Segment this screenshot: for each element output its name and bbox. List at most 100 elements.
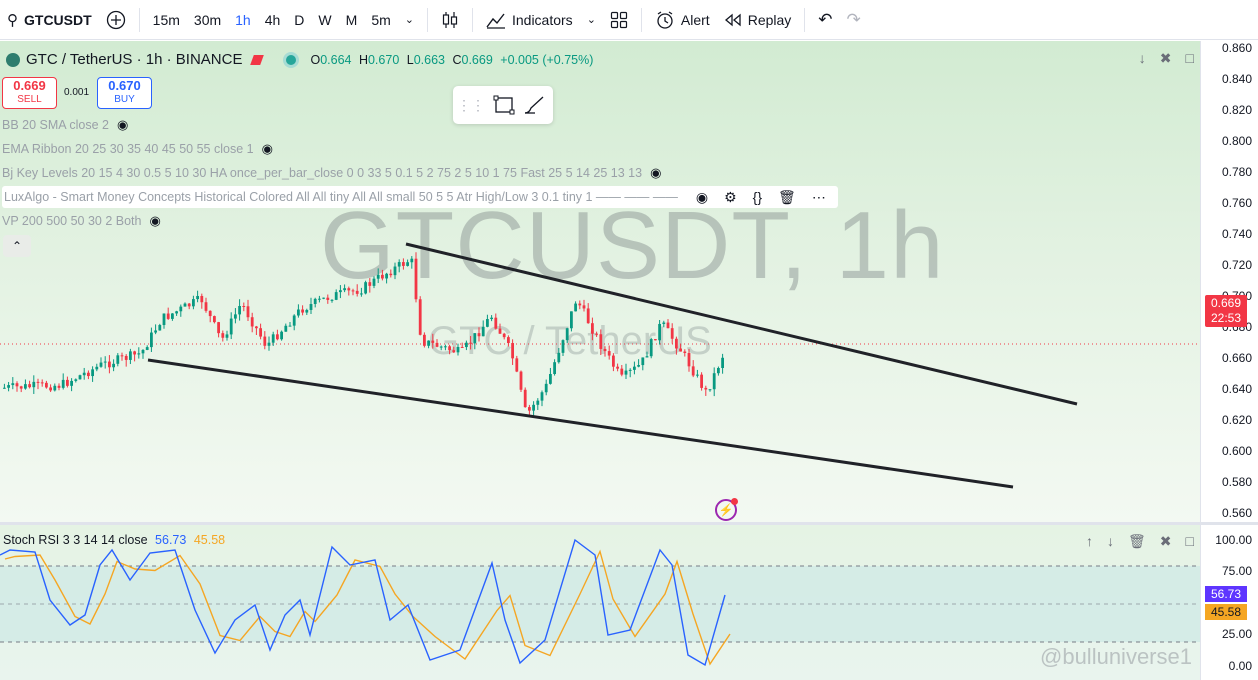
chart-type-button[interactable]: [434, 0, 466, 40]
candle-body: [141, 349, 145, 354]
stoch-label[interactable]: Stoch RSI: [3, 533, 60, 547]
candle-body: [326, 297, 330, 300]
indicators-dropdown[interactable]: ⌄: [580, 0, 603, 40]
indicator-key-levels[interactable]: Bj Key Levels 20 15 4 30 0.5 5 10 30 HA …: [2, 162, 665, 184]
stoch-rsi-chart[interactable]: [0, 525, 1200, 680]
stoch-rsi-pane[interactable]: Stoch RSI 3 3 14 14 close 56.73 45.58 ↑ …: [0, 525, 1200, 680]
redo-icon: ↷: [846, 9, 861, 29]
interval-30m[interactable]: 30m: [193, 11, 222, 28]
layouts-button[interactable]: [603, 0, 635, 40]
interval-4h[interactable]: 4h: [264, 11, 281, 28]
collapse-icon[interactable]: ✖: [1159, 533, 1172, 549]
stoch-d-line: [4, 549, 731, 666]
candle-body: [414, 258, 418, 300]
main-chart-pane[interactable]: GTCUSDT, 1h GTC / TetherUS GTC / TetherU…: [0, 41, 1200, 522]
drag-handle-icon[interactable]: ⋮⋮: [457, 96, 485, 113]
collapse-legend-button[interactable]: ⌃: [3, 235, 31, 257]
candle-body: [204, 302, 208, 311]
close-value: 0.669: [461, 52, 493, 67]
sell-button[interactable]: 0.669 SELL: [2, 77, 57, 109]
replay-button[interactable]: Replay: [717, 0, 799, 40]
rewind-icon: [724, 13, 741, 26]
candle-body: [187, 303, 191, 307]
arrow-down-icon[interactable]: ↓: [1107, 533, 1115, 549]
interval-5m[interactable]: 5m: [371, 11, 391, 28]
compare-button[interactable]: [99, 0, 133, 40]
stoch-tick: 0.00: [1228, 659, 1252, 673]
candle-body: [28, 384, 31, 388]
candle-body: [708, 389, 712, 391]
stoch-pane-controls: ↑ ↓ 🗑 ✖ □: [1072, 533, 1194, 550]
settings-icon[interactable]: ⚙: [724, 188, 737, 205]
candle-body: [595, 333, 598, 335]
flag-icon[interactable]: [250, 54, 265, 65]
interval-w[interactable]: W: [318, 11, 332, 28]
current-price-tag: 0.669 22:53: [1205, 295, 1247, 327]
candle-body: [267, 342, 271, 346]
candle-body: [175, 311, 178, 314]
lightning-icon[interactable]: ⚡: [715, 498, 738, 521]
alert-button[interactable]: Alert: [648, 0, 717, 40]
candle-body: [120, 355, 124, 357]
eye-off-icon[interactable]: ◉: [117, 117, 129, 132]
change-value: +0.005 (+0.75%): [500, 52, 594, 67]
pane-separator[interactable]: [0, 522, 1258, 525]
interval-d[interactable]: D: [294, 11, 305, 28]
divider: [138, 7, 140, 32]
source-code-icon[interactable]: {}: [752, 189, 763, 205]
maximize-icon[interactable]: □: [1185, 533, 1194, 549]
trendline-upper[interactable]: [405, 242, 1078, 406]
candle-body: [166, 313, 170, 319]
divider: [426, 7, 428, 32]
candle-body: [654, 339, 657, 341]
candle-body: [343, 288, 346, 291]
eye-off-icon[interactable]: ◉: [261, 141, 273, 156]
trash-icon[interactable]: 🗑: [778, 188, 796, 205]
eye-off-icon[interactable]: ◉: [650, 165, 662, 180]
maximize-icon[interactable]: □: [1185, 50, 1194, 66]
stoch-axis[interactable]: 100.00 75.00 25.00 0.00: [1200, 525, 1258, 680]
collapse-icon[interactable]: ✖: [1159, 50, 1172, 66]
candle-body: [649, 339, 653, 357]
indicator-bb[interactable]: BB 20 SMA close 2 ◉: [2, 114, 132, 136]
rectangle-icon[interactable]: [493, 95, 515, 115]
brush-icon[interactable]: [523, 95, 549, 115]
redo-button[interactable]: ↷: [840, 0, 868, 40]
undo-button[interactable]: ↶: [811, 0, 839, 40]
eye-off-icon[interactable]: ◉: [695, 188, 709, 205]
indicators-button[interactable]: Indicators: [479, 0, 580, 40]
chevron-down-icon: ⌄: [404, 14, 414, 26]
interval-dropdown[interactable]: ⌄: [398, 0, 421, 40]
candle-body: [284, 325, 288, 332]
candle-body: [145, 347, 149, 350]
bar-countdown: 22:53: [1210, 311, 1242, 325]
price-chart[interactable]: [0, 41, 1200, 522]
indicator-smc[interactable]: LuxAlgo - Smart Money Concepts Historica…: [2, 186, 838, 208]
price-tick: 0.620: [1221, 413, 1252, 427]
buy-button[interactable]: 0.670 BUY: [97, 77, 152, 109]
trash-icon[interactable]: 🗑: [1128, 533, 1146, 549]
symbol-logo-icon: [6, 52, 20, 67]
candle-body: [704, 387, 708, 390]
arrow-down-icon[interactable]: ↓: [1138, 50, 1146, 66]
chevron-up-icon: ⌃: [11, 239, 23, 253]
arrow-up-icon[interactable]: ↑: [1086, 533, 1094, 549]
candle-body: [82, 372, 86, 376]
candlestick-icon: [442, 11, 458, 28]
price-axis[interactable]: 0.860 0.840 0.820 0.800 0.780 0.760 0.740 0.720…: [1200, 41, 1258, 522]
interval-15m[interactable]: 15m: [152, 11, 180, 28]
interval-1h[interactable]: 1h: [235, 11, 251, 28]
symbol-title[interactable]: GTC / TetherUS · 1h · BINANCE: [26, 51, 243, 68]
more-icon[interactable]: ⋯: [811, 188, 826, 205]
candle-body: [570, 311, 573, 329]
symbol-search[interactable]: ⚲ GTCUSDT: [0, 0, 99, 40]
candle-body: [192, 299, 195, 307]
interval-m[interactable]: M: [345, 11, 358, 28]
price-tick: 0.560: [1221, 506, 1252, 520]
indicator-vp[interactable]: VP 200 500 50 30 2 Both ◉: [2, 210, 165, 232]
trendline-lower[interactable]: [147, 358, 1014, 489]
price-tick: 0.860: [1221, 41, 1252, 55]
indicator-ema-ribbon[interactable]: EMA Ribbon 20 25 30 35 40 45 50 55 close…: [2, 138, 277, 160]
eye-off-icon[interactable]: ◉: [149, 213, 161, 228]
market-status-icon[interactable]: [286, 54, 297, 65]
